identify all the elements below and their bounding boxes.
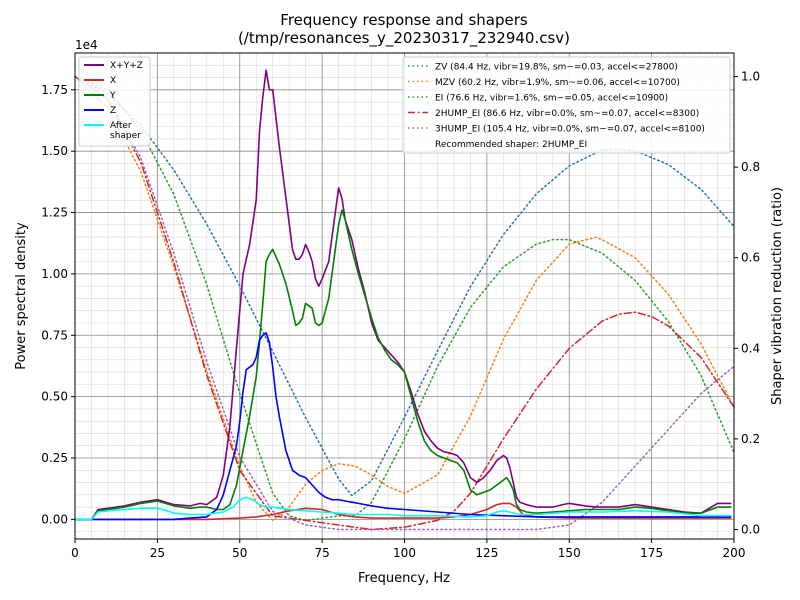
y-tick-label: 1.00: [41, 267, 68, 281]
y2-tick-label: 0.4: [741, 341, 760, 355]
legend-label-3hump-ei: 3HUMP_EI (105.4 Hz, vibr=0.0%, sm~=0.07,…: [435, 125, 705, 135]
legend-label-y: Y: [109, 91, 116, 101]
x-tick-label: 25: [150, 546, 165, 560]
legend-right-box: [402, 56, 731, 154]
x-tick-label: 150: [558, 546, 581, 560]
y-axis-label: Power spectral density: [14, 222, 29, 370]
legend-label-z: Z: [110, 106, 116, 116]
legend-label-x-y-z: X+Y+Z: [110, 61, 143, 71]
legend-label-2hump-ei: 2HUMP_EI (86.6 Hz, vibr=0.0%, sm~=0.07, …: [435, 109, 699, 119]
series-line-after-shaper: [74, 496, 732, 521]
x-tick-label: 75: [314, 546, 329, 560]
legend-recommended-shaper: Recommended shaper: 2HUMP_EI: [435, 140, 587, 150]
y-tick-label: 1.75: [41, 83, 68, 97]
legend-label-after-shaper: After: [110, 121, 132, 131]
y-tick-label: 0.50: [41, 390, 68, 404]
y2-tick-label: 1.0: [741, 70, 760, 84]
legend-label-after-shaper: shaper: [110, 131, 141, 141]
x-axis-label: Frequency, Hz: [358, 571, 450, 586]
y2-axis-label: Shaper vibration reduction (ratio): [770, 187, 785, 405]
chart-subtitle: (/tmp/resonances_y_20230317_232940.csv): [238, 29, 570, 48]
y2-tick-label: 0.8: [741, 160, 760, 174]
x-tick-label: 200: [723, 546, 746, 560]
legend-label-mzv: MZV (60.2 Hz, vibr=1.9%, sm~=0.06, accel…: [435, 78, 680, 88]
legend-label-zv: ZV (84.4 Hz, vibr=19.8%, sm~=0.03, accel…: [435, 63, 678, 73]
x-tick-label: 175: [640, 546, 663, 560]
chart-title: Frequency response and shapers: [280, 11, 528, 29]
y-multiplier-label: 1e4: [75, 38, 98, 52]
legend-label-x: X: [110, 76, 116, 86]
x-tick-label: 125: [475, 546, 498, 560]
series-line-ei: [74, 75, 735, 522]
y2-tick-label: 0.6: [741, 251, 760, 265]
series-line-z: [74, 331, 732, 521]
y2-tick-label: 0.0: [741, 522, 760, 536]
series-line-y: [74, 209, 732, 521]
legend-right: ZV (84.4 Hz, vibr=19.8%, sm~=0.03, accel…: [402, 56, 731, 154]
series-line-mzv: [74, 75, 735, 522]
legend-label-ei: EI (76.6 Hz, vibr=1.6%, sm~=0.05, accel<…: [435, 94, 668, 104]
x-tick-label: 100: [393, 546, 416, 560]
y2-tick-label: 0.2: [741, 432, 760, 446]
y-tick-label: 0.75: [41, 328, 68, 342]
y-tick-label: 1.50: [41, 144, 68, 158]
x-tick-label: 50: [232, 546, 247, 560]
axis-ticks: 0 25 50 75 100 125 150 175 200 0.00 0.25 0.50 0.75 1.…: [41, 70, 760, 560]
x-tick-label: 0: [71, 546, 79, 560]
y-tick-label: 1.25: [41, 206, 68, 220]
series-line-3hump-ei: [74, 75, 735, 531]
y-tick-label: 0.25: [41, 451, 68, 465]
y-tick-label: 0.00: [41, 512, 68, 526]
